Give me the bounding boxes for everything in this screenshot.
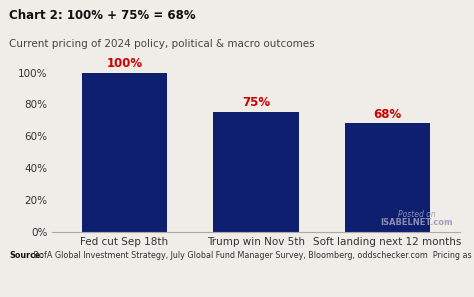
Text: Source:: Source:: [9, 251, 44, 260]
Text: 100%: 100%: [106, 57, 143, 70]
Bar: [82, 72, 167, 232]
Text: 68%: 68%: [374, 108, 401, 121]
Bar: [345, 124, 430, 232]
Text: 75%: 75%: [242, 97, 270, 110]
Text: Current pricing of 2024 policy, political & macro outcomes: Current pricing of 2024 policy, politica…: [9, 39, 315, 49]
Text: BofA Global Investment Strategy, July Global Fund Manager Survey, Bloomberg, odd: BofA Global Investment Strategy, July Gl…: [31, 251, 474, 260]
Text: ISABELNET.com: ISABELNET.com: [380, 218, 453, 227]
Text: Chart 2: 100% + 75% = 68%: Chart 2: 100% + 75% = 68%: [9, 9, 196, 22]
Text: Posted on: Posted on: [398, 210, 435, 219]
Bar: [213, 112, 299, 232]
